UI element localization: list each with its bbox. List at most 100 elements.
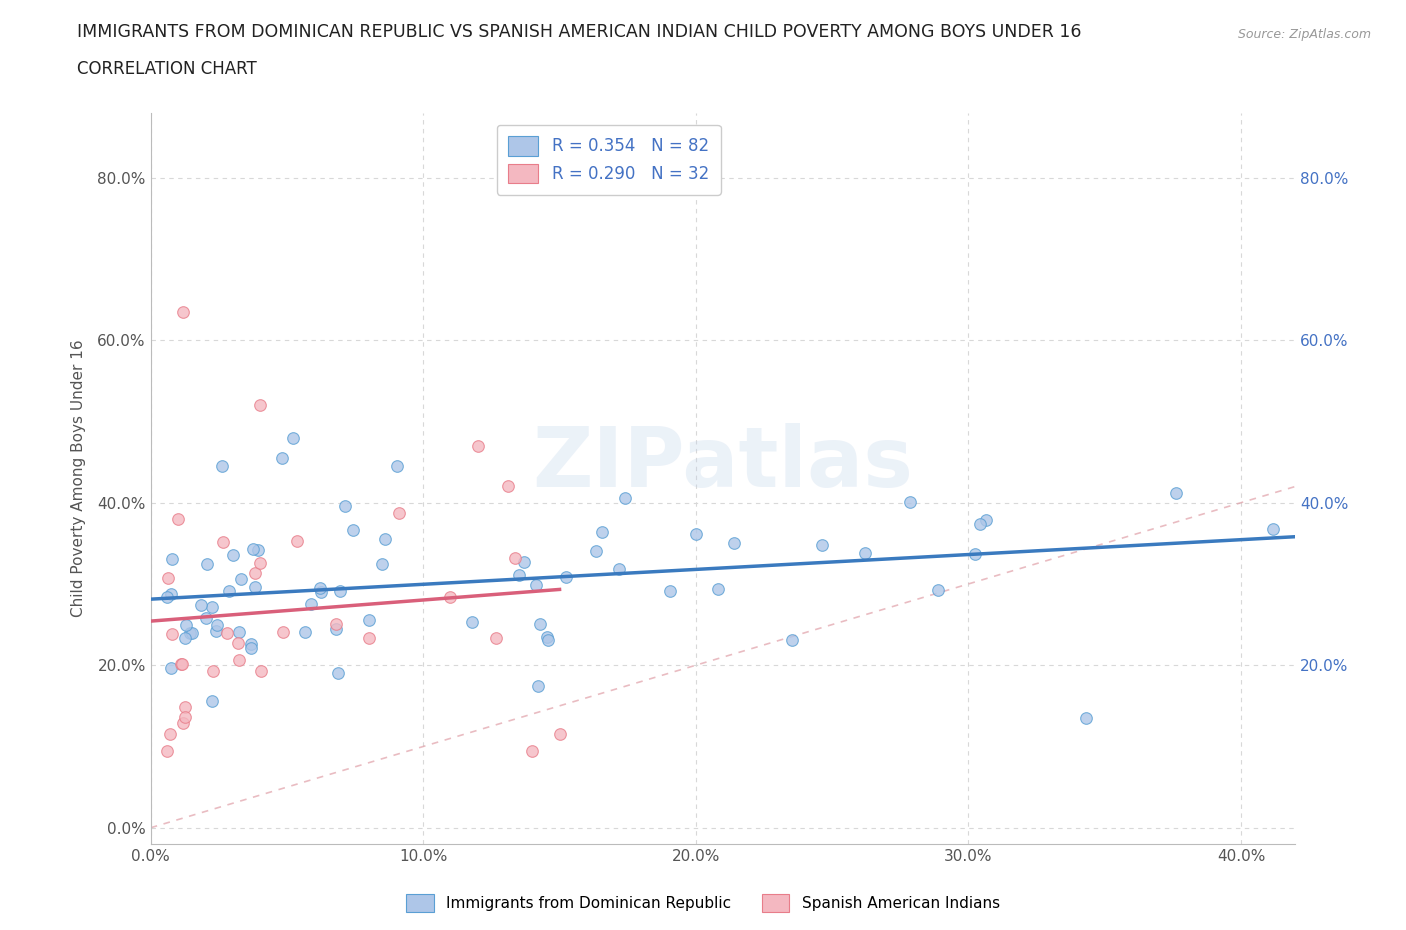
Point: [467, 438, 489, 453]
Point: [357, 631, 380, 646]
Point: [174, 699, 197, 714]
Text: IMMIGRANTS FROM DOMINICAN REPUBLIC VS SPANISH AMERICAN INDIAN CHILD POVERTY AMON: IMMIGRANTS FROM DOMINICAN REPUBLIC VS SP…: [77, 23, 1081, 41]
Point: [659, 583, 682, 598]
Point: [243, 579, 266, 594]
Point: [226, 635, 249, 650]
Point: [371, 557, 394, 572]
Point: [172, 657, 194, 671]
Point: [325, 622, 347, 637]
Point: [240, 640, 263, 655]
Text: ZIPatlas: ZIPatlas: [533, 423, 914, 504]
Point: [607, 562, 630, 577]
Point: [585, 544, 607, 559]
Point: [270, 450, 292, 465]
Point: [170, 657, 193, 671]
Point: [180, 626, 202, 641]
Point: [385, 458, 408, 473]
Point: [156, 590, 179, 604]
Legend: Immigrants from Dominican Republic, Spanish American Indians: Immigrants from Dominican Republic, Span…: [401, 888, 1005, 918]
Point: [524, 578, 547, 592]
Point: [522, 743, 544, 758]
Point: [229, 571, 252, 586]
Point: [176, 618, 198, 632]
Point: [855, 546, 877, 561]
Point: [898, 495, 921, 510]
Point: [167, 512, 190, 526]
Y-axis label: Child Poverty Among Boys Under 16: Child Poverty Among Boys Under 16: [72, 339, 86, 618]
Point: [359, 613, 381, 628]
Text: CORRELATION CHART: CORRELATION CHART: [77, 60, 257, 78]
Point: [387, 505, 409, 520]
Point: [723, 535, 745, 550]
Point: [242, 541, 264, 556]
Point: [969, 517, 991, 532]
Point: [201, 694, 224, 709]
Point: [439, 590, 461, 604]
Point: [685, 526, 707, 541]
Point: [179, 626, 201, 641]
Point: [249, 398, 271, 413]
Point: [201, 600, 224, 615]
Point: [172, 716, 194, 731]
Point: [285, 534, 308, 549]
Point: [974, 513, 997, 528]
Point: [342, 522, 364, 537]
Point: [508, 567, 530, 582]
Point: [271, 625, 294, 640]
Point: [1076, 711, 1098, 725]
Point: [1358, 510, 1381, 525]
Point: [212, 535, 235, 550]
Point: [529, 617, 551, 631]
Point: [329, 584, 352, 599]
Point: [1166, 485, 1188, 500]
Point: [927, 582, 949, 597]
Point: [159, 727, 181, 742]
Point: [249, 555, 271, 570]
Point: [202, 664, 225, 679]
Point: [780, 632, 803, 647]
Point: [228, 624, 250, 639]
Point: [1351, 471, 1374, 485]
Point: [222, 548, 245, 563]
Point: [811, 538, 834, 552]
Point: [159, 660, 181, 675]
Text: Source: ZipAtlas.com: Source: ZipAtlas.com: [1237, 28, 1371, 41]
Point: [536, 630, 558, 644]
Point: [250, 663, 273, 678]
Point: [204, 623, 226, 638]
Point: [283, 431, 305, 445]
Point: [461, 615, 484, 630]
Point: [1346, 538, 1368, 553]
Point: [211, 458, 233, 473]
Point: [591, 525, 613, 539]
Point: [294, 625, 316, 640]
Point: [190, 597, 212, 612]
Point: [325, 617, 347, 631]
Point: [160, 586, 183, 601]
Point: [218, 583, 240, 598]
Point: [496, 479, 519, 494]
Point: [299, 596, 322, 611]
Point: [195, 610, 218, 625]
Legend: R = 0.354   N = 82, R = 0.290   N = 32: R = 0.354 N = 82, R = 0.290 N = 32: [496, 125, 720, 194]
Point: [160, 627, 183, 642]
Point: [308, 581, 330, 596]
Point: [197, 557, 219, 572]
Point: [326, 665, 349, 680]
Point: [963, 547, 986, 562]
Point: [173, 631, 195, 645]
Point: [335, 498, 357, 513]
Point: [228, 653, 250, 668]
Point: [157, 571, 180, 586]
Point: [374, 532, 396, 547]
Point: [156, 743, 179, 758]
Point: [205, 618, 228, 632]
Point: [505, 551, 527, 565]
Point: [172, 304, 194, 319]
Point: [513, 554, 536, 569]
Point: [174, 711, 197, 725]
Point: [309, 585, 332, 600]
Point: [554, 569, 576, 584]
Point: [1261, 521, 1284, 536]
Point: [537, 632, 560, 647]
